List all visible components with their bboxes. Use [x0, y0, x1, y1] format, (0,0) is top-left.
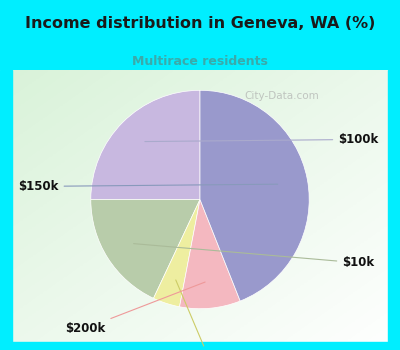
- Text: $150k: $150k: [18, 180, 278, 193]
- Wedge shape: [200, 90, 309, 301]
- Text: Multirace residents: Multirace residents: [132, 55, 268, 68]
- Bar: [0, 70, 12, 350]
- Text: $200k: $200k: [65, 282, 205, 335]
- Wedge shape: [91, 199, 200, 298]
- Text: Income distribution in Geneva, WA (%): Income distribution in Geneva, WA (%): [25, 16, 375, 30]
- Text: $100k: $100k: [145, 133, 378, 146]
- Wedge shape: [91, 90, 200, 199]
- Text: $10k: $10k: [134, 244, 374, 270]
- Wedge shape: [180, 199, 240, 309]
- Wedge shape: [154, 199, 200, 307]
- Bar: [388, 70, 400, 350]
- Bar: [0, 342, 400, 350]
- Text: City-Data.com: City-Data.com: [244, 91, 319, 101]
- Text: > $200k: > $200k: [176, 280, 236, 350]
